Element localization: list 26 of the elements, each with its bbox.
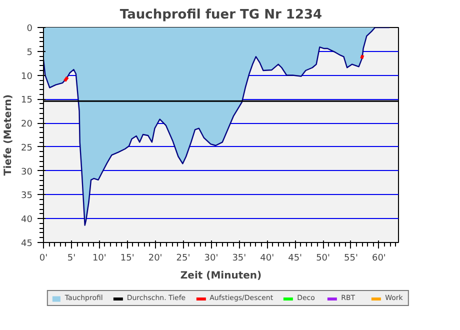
x-tick-label: 15' (120, 254, 134, 264)
y-tick-label: 35 (21, 191, 32, 202)
x-tick-label: 5' (67, 254, 76, 264)
x-tick-label: 30' (204, 254, 218, 264)
x-tick-label: 55' (344, 254, 358, 264)
y-tick-label: 10 (21, 72, 33, 82)
y-tick-label: 25 (21, 143, 32, 154)
x-tick-label: 10' (92, 254, 106, 264)
y-tick-label: 0 (26, 24, 33, 34)
y-tick-label: 20 (21, 120, 33, 130)
x-tick-label: 45' (288, 254, 302, 264)
y-tick-label: 40 (21, 215, 33, 226)
y-tick-label: 30 (21, 167, 33, 178)
x-tick-label: 60' (372, 254, 386, 264)
x-axis-title: Zeit (Minuten) (180, 270, 262, 282)
x-tick-label: 40' (260, 254, 274, 264)
y-tick-label: 45 (21, 239, 32, 249)
x-tick-label: 0' (39, 254, 48, 264)
x-tick-label: 25' (176, 254, 190, 264)
y-axis-title: Tiefe (Metern) (3, 94, 14, 176)
x-tick-label: 50' (316, 254, 330, 264)
x-tick-label: 35' (232, 254, 246, 264)
y-tick-label: 15 (21, 96, 32, 106)
y-tick-label: 5 (26, 48, 33, 58)
x-tick-label: 20' (148, 254, 162, 264)
chart-title: Tauchprofil fuer TG Nr 1234 (120, 8, 322, 22)
